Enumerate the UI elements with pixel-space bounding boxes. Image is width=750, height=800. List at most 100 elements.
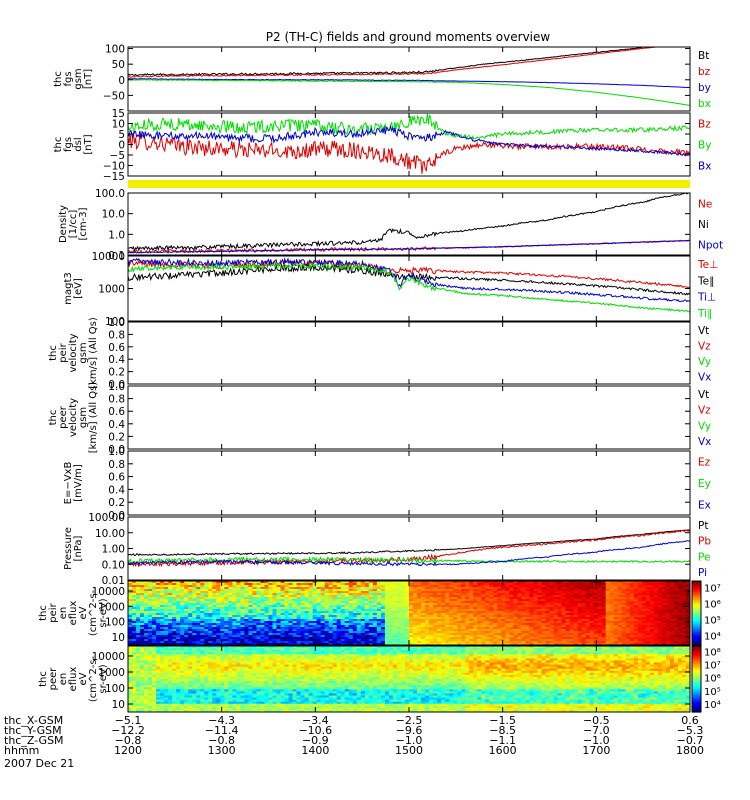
heatmap-cell xyxy=(288,611,294,614)
heatmap-cell xyxy=(308,603,314,606)
heatmap-cell xyxy=(272,609,278,612)
heatmap-cell xyxy=(525,627,531,630)
heatmap-cell xyxy=(513,625,518,628)
colorbar-segment xyxy=(692,595,701,598)
heatmap-cell xyxy=(244,629,250,632)
heatmap-cell xyxy=(577,621,583,624)
heatmap-cell xyxy=(469,583,474,586)
heatmap-cell xyxy=(228,597,233,600)
panel-9-ytick-label: 100 xyxy=(105,617,125,629)
heatmap-cell xyxy=(236,607,241,610)
heatmap-cell xyxy=(573,597,579,600)
heatmap-cell xyxy=(212,593,217,596)
heatmap-cell xyxy=(645,593,651,596)
heatmap-cell xyxy=(517,621,522,624)
heatmap-cell xyxy=(176,633,181,636)
heatmap-cell xyxy=(597,619,603,622)
heatmap-cell xyxy=(192,629,197,632)
heatmap-cell xyxy=(328,595,334,598)
heatmap-cell xyxy=(545,627,551,630)
heatmap-cell xyxy=(465,611,470,614)
heatmap-cell xyxy=(296,613,302,616)
heatmap-cell xyxy=(288,643,294,645)
heatmap-cell xyxy=(220,611,225,614)
heatmap-cell xyxy=(613,617,619,620)
heatmap-cell xyxy=(477,607,482,610)
heatmap-cell xyxy=(348,611,354,614)
heatmap-cell xyxy=(517,581,522,584)
heatmap-cell xyxy=(533,615,539,618)
heatmap-cell xyxy=(404,639,410,642)
heatmap-cell xyxy=(204,603,209,606)
heatmap-cell xyxy=(433,621,438,624)
heatmap-cell xyxy=(340,611,346,614)
heatmap-cell xyxy=(473,599,478,602)
heatmap-cell xyxy=(509,635,514,638)
heatmap-cell xyxy=(617,635,623,638)
heatmap-cell xyxy=(685,585,690,588)
heatmap-cell xyxy=(673,585,679,588)
heatmap-cell xyxy=(304,595,310,598)
heatmap-cell xyxy=(404,617,410,620)
heatmap-cell xyxy=(312,591,318,594)
heatmap-cell xyxy=(421,629,426,632)
heatmap-cell xyxy=(637,583,643,586)
heatmap-cell xyxy=(340,589,346,592)
heatmap-cell xyxy=(669,617,675,620)
heatmap-cell xyxy=(188,603,193,606)
heatmap-cell xyxy=(208,615,213,618)
heatmap-cell xyxy=(609,621,615,624)
heatmap-cell xyxy=(280,613,286,616)
heatmap-cell xyxy=(561,607,567,610)
heatmap-cell xyxy=(621,623,627,626)
heatmap-cell xyxy=(477,589,482,592)
heatmap-cell xyxy=(300,605,306,608)
panel-4-ylabel-line: [eV] xyxy=(73,278,84,299)
heatmap-cell xyxy=(421,611,426,614)
heatmap-cell xyxy=(384,615,390,618)
heatmap-cell xyxy=(553,583,559,586)
heatmap-cell xyxy=(477,585,482,588)
heatmap-cell xyxy=(160,581,165,584)
heatmap-cell xyxy=(396,585,402,588)
heatmap-cell xyxy=(429,585,434,588)
heatmap-cell xyxy=(380,625,386,628)
heatmap-cell xyxy=(489,639,494,642)
heatmap-cell xyxy=(356,601,362,604)
heatmap-cell xyxy=(288,639,294,642)
heatmap-cell xyxy=(256,613,262,616)
heatmap-cell xyxy=(513,619,518,622)
heatmap-cell xyxy=(489,587,494,590)
heatmap-cell xyxy=(625,603,631,606)
heatmap-cell xyxy=(625,601,631,604)
heatmap-cell xyxy=(453,595,458,598)
heatmap-cell xyxy=(216,643,221,645)
heatmap-cell xyxy=(284,611,290,614)
heatmap-cell xyxy=(308,581,314,584)
heatmap-cell xyxy=(449,611,454,614)
heatmap-cell xyxy=(252,637,258,640)
heatmap-cell xyxy=(633,585,639,588)
heatmap-cell xyxy=(208,639,213,642)
heatmap-cell xyxy=(128,621,133,624)
heatmap-cell xyxy=(324,599,330,602)
heatmap-cell xyxy=(272,599,278,602)
heatmap-cell xyxy=(208,583,213,586)
heatmap-cell xyxy=(585,583,591,586)
heatmap-cell xyxy=(641,615,647,618)
heatmap-cell xyxy=(425,607,430,610)
panel-2-ylabel-line: thc xyxy=(53,137,64,153)
heatmap-cell xyxy=(396,607,402,610)
heatmap-cell xyxy=(304,627,310,630)
heatmap-cell xyxy=(585,643,591,645)
heatmap-cell xyxy=(541,611,547,614)
panel-3-ytick-label: 0.1 xyxy=(108,250,125,262)
heatmap-cell xyxy=(204,639,209,642)
heatmap-cell xyxy=(136,693,141,697)
heatmap-cell xyxy=(677,591,683,594)
heatmap-cell xyxy=(280,585,286,588)
heatmap-cell xyxy=(392,629,398,632)
heatmap-cell xyxy=(148,643,153,645)
heatmap-cell xyxy=(673,605,679,608)
heatmap-cell xyxy=(332,589,338,592)
